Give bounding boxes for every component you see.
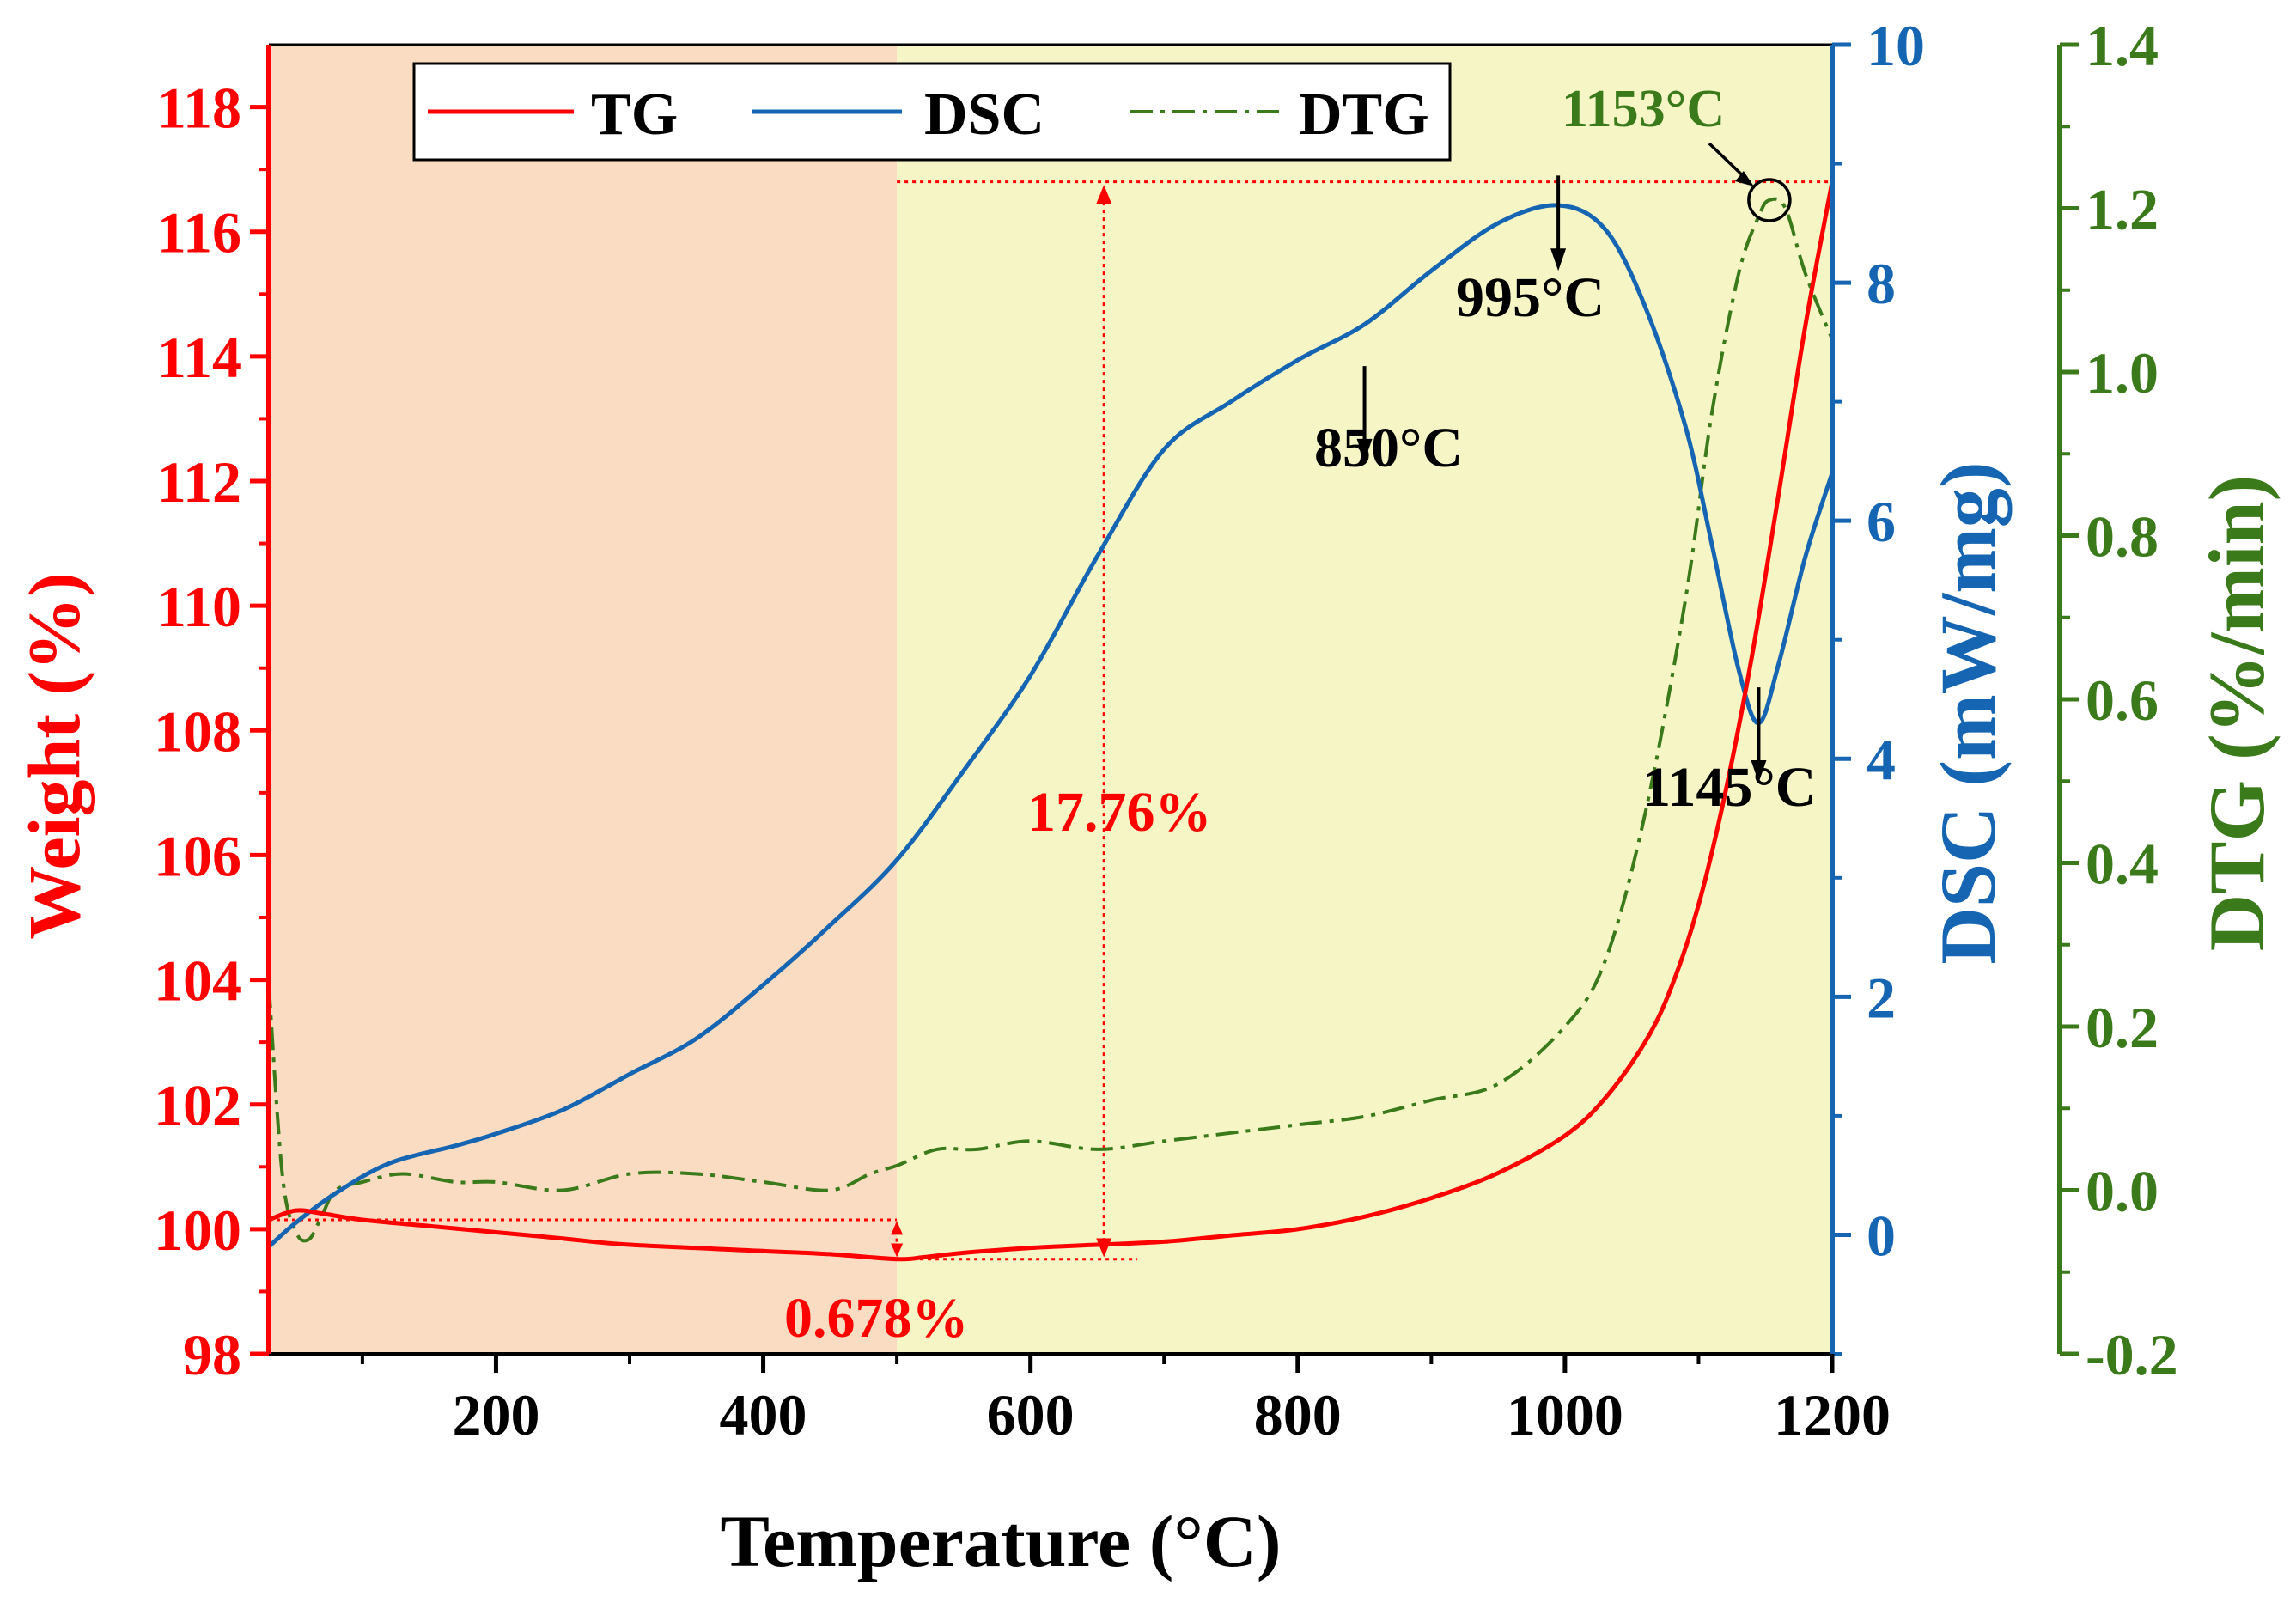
- dsc-tick-label: 2: [1867, 965, 1896, 1030]
- annotation-850: 850°C: [1314, 417, 1463, 479]
- peak-arrow-head: [1550, 248, 1567, 271]
- legend-dtg-label: DTG: [1299, 82, 1429, 148]
- x-tick-label: 400: [720, 1382, 807, 1448]
- annotation-gain-large: 17.76%: [1027, 781, 1212, 844]
- dtg-tick-label: 1.4: [2086, 13, 2159, 78]
- region-orange: [269, 45, 898, 1354]
- weight-tick-label: 110: [157, 574, 241, 639]
- weight-tick-label: 112: [157, 449, 241, 515]
- dsc-tick-label: 4: [1867, 727, 1896, 792]
- dtg-tick-label: 0.8: [2086, 504, 2159, 570]
- x-tick-label: 800: [1254, 1382, 1342, 1448]
- x-axis-title: Temperature (°C): [721, 1500, 1282, 1582]
- annotation-995: 995°C: [1456, 266, 1605, 329]
- dsc-tick-label: 8: [1867, 251, 1896, 316]
- dtg-peak-pointer-head: [1734, 170, 1754, 186]
- dtg-axis-title: DTG (%/min): [2193, 475, 2281, 952]
- x-tick-label: 1000: [1507, 1382, 1623, 1448]
- annotation-1153: 1153°C: [1562, 80, 1725, 138]
- legend: TG DSC DTG: [412, 62, 1452, 162]
- region-yellow: [897, 45, 1832, 1354]
- annotation-loss-small: 0.678%: [784, 1287, 969, 1350]
- dtg-tick-label: 0.0: [2086, 1159, 2159, 1224]
- legend-tg-label: TG: [591, 82, 678, 148]
- dtg-tick-label: -0.2: [2086, 1322, 2178, 1387]
- dtg-tick-label: 1.0: [2086, 340, 2159, 405]
- dtg-peak-circle: [1747, 178, 1792, 222]
- legend-dsc-label: DSC: [924, 82, 1044, 148]
- weight-tick-label: 116: [157, 200, 241, 265]
- weight-tick-label: 118: [157, 76, 241, 141]
- x-tick-label: 200: [452, 1382, 539, 1448]
- guide-arrow-small-up: [891, 1221, 904, 1235]
- weight-tick-label: 100: [154, 1198, 241, 1263]
- guide-arrow-up: [1096, 185, 1112, 204]
- peak-arrow-head: [1356, 438, 1373, 461]
- axes: 98 100 102 104 106 108 110 112 114 116 118 0 2 4 6 8 10 -…: [154, 13, 2178, 1448]
- x-tick-label: 1200: [1774, 1382, 1891, 1448]
- peak-markers: [1356, 142, 1792, 783]
- series-tg-line: [268, 181, 1835, 1262]
- dtg-tick-label: 1.2: [2086, 177, 2159, 242]
- dsc-tick-label: 0: [1867, 1203, 1896, 1268]
- dtg-tick-label: 0.6: [2086, 667, 2159, 733]
- series-dsc-line: [267, 203, 1835, 1249]
- series-dtg-line: [267, 197, 1834, 1243]
- dsc-tick-label: 10: [1867, 13, 1925, 78]
- dsc-tick-label: 6: [1867, 489, 1896, 554]
- weight-tick-label: 104: [154, 948, 241, 1014]
- dsc-axis-title: DSC (mW/mg): [1924, 461, 2012, 964]
- peak-arrow-head: [1751, 759, 1767, 783]
- dtg-tick-label: 0.4: [2086, 832, 2159, 897]
- annotation-1145: 1145°C: [1642, 756, 1816, 819]
- dtg-tick-label: 0.2: [2086, 995, 2159, 1060]
- x-tick-label: 600: [987, 1382, 1075, 1448]
- weight-tick-label: 108: [154, 698, 241, 764]
- guide-arrow-small-down: [891, 1243, 904, 1258]
- weight-axis-title: Weight (%): [13, 572, 95, 940]
- weight-tick-label: 98: [183, 1322, 241, 1387]
- weight-tick-label: 102: [154, 1073, 241, 1138]
- weight-tick-label: 114: [157, 325, 241, 390]
- weight-tick-label: 106: [154, 823, 241, 888]
